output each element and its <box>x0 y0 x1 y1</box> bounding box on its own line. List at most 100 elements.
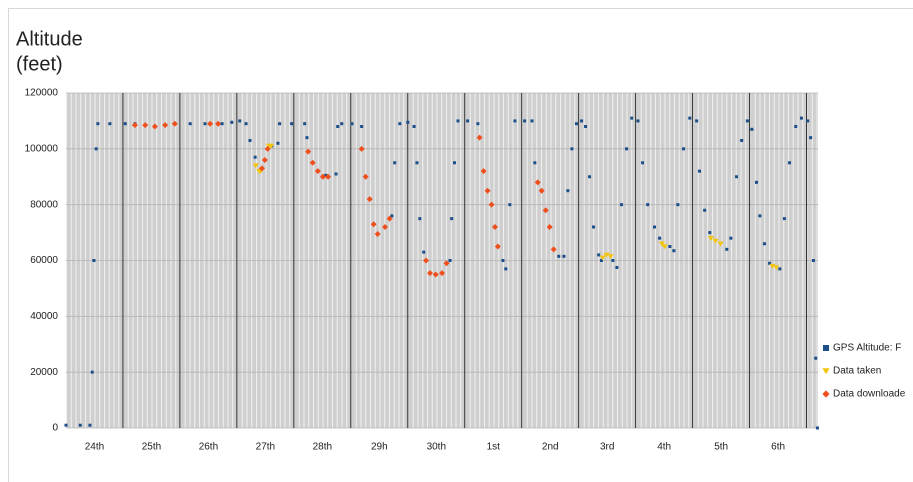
x-tick-label: 4th <box>657 442 671 453</box>
marker-square <box>725 247 729 251</box>
marker-diamond <box>374 230 381 237</box>
marker-diamond <box>432 271 439 278</box>
marker-triangle <box>603 252 610 258</box>
marker-square <box>630 116 634 120</box>
marker-triangle <box>252 163 259 169</box>
marker-diamond <box>215 120 222 127</box>
marker-square <box>290 122 294 126</box>
marker-triangle <box>769 263 776 269</box>
marker-square <box>415 161 419 165</box>
marker-square <box>393 161 397 165</box>
marker-square <box>448 259 452 262</box>
marker-square <box>513 119 517 123</box>
marker-diamond <box>538 187 545 194</box>
marker-square <box>398 122 402 126</box>
marker-square <box>78 423 82 427</box>
marker-square <box>276 141 280 145</box>
marker-square <box>646 203 650 207</box>
marker-square <box>278 122 282 126</box>
y-tick-label: 120000 <box>25 88 59 99</box>
marker-square <box>750 127 754 131</box>
marker-triangle <box>607 254 614 260</box>
marker-square <box>806 119 810 123</box>
x-tick-label: 26th <box>199 442 218 453</box>
marker-diamond <box>480 168 487 175</box>
marker-triangle <box>707 235 714 241</box>
marker-square <box>625 147 629 151</box>
marker-square <box>336 125 340 128</box>
marker-triangle <box>773 265 780 271</box>
marker-square <box>94 147 98 151</box>
marker-square <box>703 208 707 212</box>
marker-diamond <box>484 187 491 194</box>
marker-diamond <box>171 120 178 127</box>
marker-triangle <box>268 143 275 149</box>
marker-diamond <box>151 123 158 130</box>
marker-square <box>588 175 592 179</box>
marker-square <box>360 125 364 128</box>
marker-square <box>735 175 739 179</box>
marker-square <box>244 122 248 126</box>
marker-square <box>682 147 686 151</box>
marker-square <box>597 253 601 257</box>
x-tick-label: 28th <box>313 442 332 453</box>
y-axis-title: (feet) <box>16 53 63 75</box>
marker-square <box>811 259 815 262</box>
marker-square <box>422 250 426 254</box>
marker-square <box>636 119 640 123</box>
x-tick-label: 2nd <box>542 442 559 453</box>
marker-square <box>708 231 712 235</box>
marker-square <box>676 203 680 207</box>
marker-square <box>566 189 570 193</box>
marker-diamond <box>423 257 430 264</box>
marker-diamond <box>476 134 483 141</box>
marker-diamond <box>494 243 501 250</box>
series <box>131 120 557 278</box>
marker-square <box>615 265 619 269</box>
legend-label: Data downloade <box>833 389 906 400</box>
marker-diamond <box>207 120 214 127</box>
marker-diamond <box>309 159 316 166</box>
marker-square <box>64 423 68 427</box>
marker-diamond <box>131 122 138 129</box>
marker-square <box>600 259 604 262</box>
marker-square <box>619 203 623 207</box>
marker-square <box>504 267 508 271</box>
marker-diamond <box>370 221 377 228</box>
x-tick-label: 1st <box>487 442 501 453</box>
marker-square <box>305 136 309 140</box>
marker-diamond <box>366 196 373 203</box>
marker-square <box>501 259 505 262</box>
marker-square <box>90 370 94 374</box>
marker-square <box>688 116 692 120</box>
y-tick-label: 100000 <box>25 143 59 154</box>
marker-square <box>652 225 656 229</box>
marker-square <box>815 426 819 430</box>
marker-diamond <box>427 270 434 277</box>
x-tick-label: 3rd <box>600 442 614 453</box>
x-tick-label: 24th <box>85 442 104 453</box>
x-tick-label: 30th <box>427 442 446 453</box>
marker-square <box>523 119 527 123</box>
marker-diamond <box>386 215 393 222</box>
marker-square <box>390 214 394 218</box>
marker-diamond <box>491 224 498 230</box>
marker-square <box>238 119 242 123</box>
marker-diamond <box>142 122 149 129</box>
marker-square <box>350 122 354 126</box>
marker-square <box>570 147 574 151</box>
marker-diamond <box>488 201 495 208</box>
marker-square <box>253 155 257 159</box>
marker-diamond <box>439 270 445 277</box>
legend-label: Data taken <box>833 366 881 377</box>
marker-square <box>188 122 192 126</box>
marker-square <box>324 173 328 177</box>
marker-square <box>778 267 782 271</box>
y-tick-label: 20000 <box>30 367 58 378</box>
y-tick-label: 60000 <box>30 255 58 266</box>
marker-square <box>92 259 96 262</box>
x-tick-label: 5th <box>714 442 728 453</box>
marker-diamond <box>162 122 169 129</box>
marker-square <box>611 259 615 262</box>
marker-square <box>340 122 344 126</box>
